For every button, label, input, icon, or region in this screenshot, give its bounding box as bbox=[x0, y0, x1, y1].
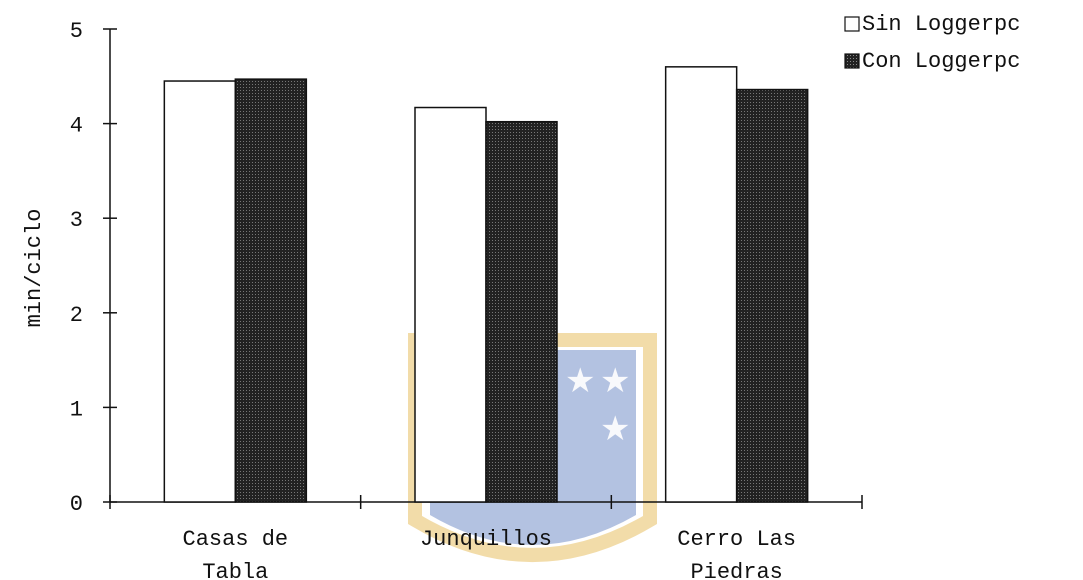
legend-swatch-0 bbox=[844, 16, 860, 32]
y-tick-label-4: 4 bbox=[70, 114, 83, 139]
crest-shield bbox=[408, 333, 657, 562]
y-axis-label: min/ciclo bbox=[22, 209, 47, 328]
bar-con-loggerpc-0 bbox=[234, 78, 308, 503]
x-category-label-2-line0: Cerro Las bbox=[677, 527, 796, 552]
x-category-label-0-line1: Tabla bbox=[202, 560, 268, 580]
bar-con-loggerpc-1 bbox=[485, 120, 558, 503]
y-tick-label-5: 5 bbox=[70, 19, 83, 44]
y-tick-label-3: 3 bbox=[70, 208, 83, 233]
bar-sin-loggerpc-2 bbox=[664, 66, 738, 503]
legend-label-0: Sin Loggerpc bbox=[862, 12, 1020, 37]
bar-sin-loggerpc-0 bbox=[163, 80, 237, 503]
svg-text:★: ★ bbox=[565, 361, 595, 401]
y-tick-label-2: 2 bbox=[70, 303, 83, 328]
legend-label-1: Con Loggerpc bbox=[862, 49, 1020, 74]
y-tick-label-0: 0 bbox=[70, 492, 83, 517]
y-tick-label-1: 1 bbox=[70, 397, 83, 422]
legend-swatch-1 bbox=[844, 53, 860, 69]
plot-area: 0 1 2 3 4 5 Casas de Tabla Junquillos Cerro Las Pi… bbox=[70, 12, 1021, 580]
bar-sin-loggerpc-1 bbox=[414, 106, 487, 503]
x-category-label-1: Junquillos bbox=[420, 527, 552, 552]
x-category-label-2-line1: Piedras bbox=[690, 560, 782, 580]
svg-text:★: ★ bbox=[600, 409, 630, 449]
bar-con-loggerpc-2 bbox=[735, 88, 809, 503]
x-category-label-0-line0: Casas de bbox=[183, 527, 289, 552]
svg-text:★: ★ bbox=[600, 361, 630, 401]
